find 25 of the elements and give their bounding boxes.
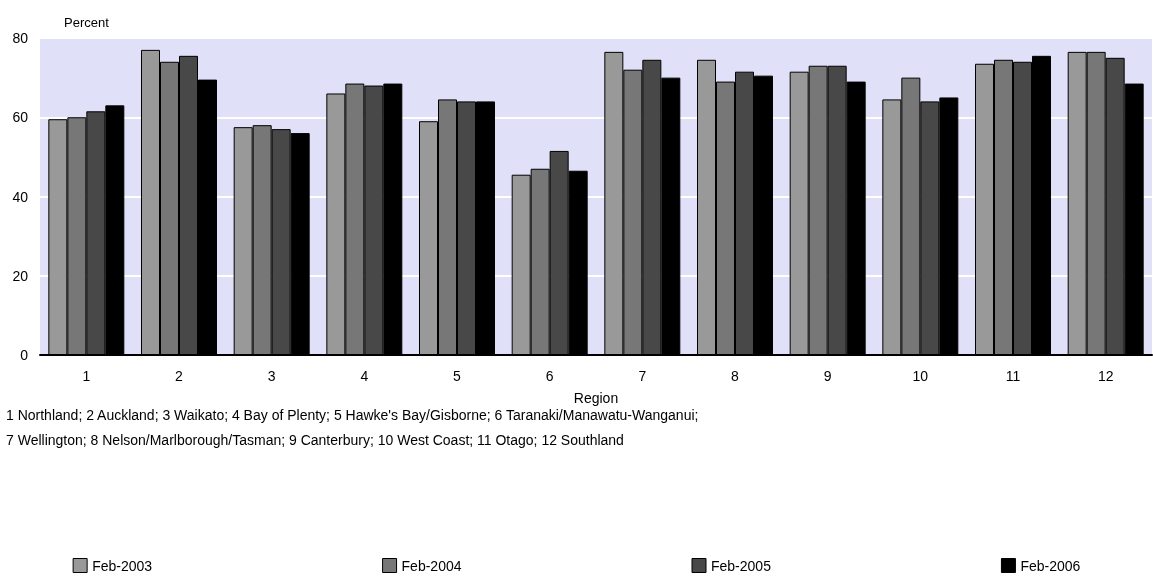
y-axis-title: Percent xyxy=(64,15,110,30)
x-tick-label: 6 xyxy=(545,368,554,384)
x-tick-label: 1 xyxy=(82,368,91,384)
x-tick-label: 10 xyxy=(912,368,929,384)
x-tick-label: 8 xyxy=(731,368,740,384)
text: 1 Northland; 2 Auckland; 3 Waikato; 4 Bay of Plenty; 5 Hawke's Bay/Gisborne; 6 Taranaki/Manawatu-Wanganui; xyxy=(6,407,699,423)
x-tick-label: 3 xyxy=(267,368,276,384)
x-tick-label: 2 xyxy=(175,368,184,384)
x-tick-label: 9 xyxy=(823,368,832,384)
x-tick-label: 11 xyxy=(1005,368,1021,384)
x-axis-title: Region xyxy=(573,390,619,406)
y-tick-label: 0 xyxy=(20,347,29,363)
legend-label: Feb-2005 xyxy=(711,557,772,574)
x-tick-label: 7 xyxy=(638,368,647,384)
x-tick-label: 12 xyxy=(1097,368,1114,384)
text: 7 Wellington; 8 Nelson/Marlborough/Tasman; 9 Canterbury; 10 West Coast; 11 Otago; 12 Southland xyxy=(6,432,624,448)
y-tick-label: 40 xyxy=(12,188,29,205)
legend-label: Feb-2006 xyxy=(1020,557,1081,574)
x-tick-label: 4 xyxy=(360,368,369,384)
legend-label: Feb-2004 xyxy=(401,557,462,574)
y-tick-label: 80 xyxy=(12,30,29,46)
legend-label: Feb-2003 xyxy=(92,557,153,574)
y-tick-label: 60 xyxy=(12,109,29,126)
x-tick-label: 5 xyxy=(453,368,462,384)
y-tick-label: 20 xyxy=(12,267,29,284)
